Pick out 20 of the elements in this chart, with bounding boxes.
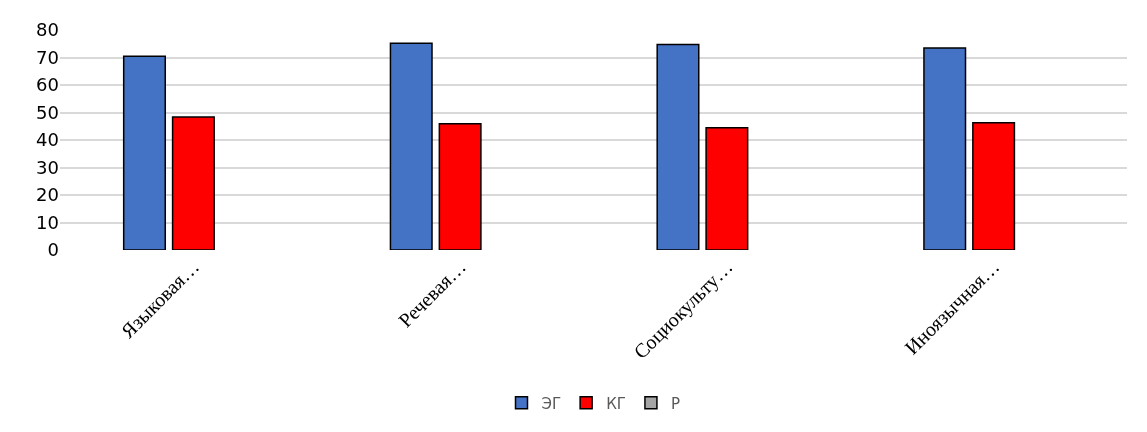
bar [389,42,433,250]
y-tick-label: 80 [36,19,59,41]
y-tick-label: 0 [47,239,59,261]
y-tick-label: 40 [36,129,59,151]
bar [438,123,482,250]
y-tick-label: 20 [36,184,59,206]
legend-label: КГ [606,394,626,413]
y-tick-label: 70 [36,46,59,68]
y-tick-label: 30 [36,156,59,178]
bar [171,116,215,250]
bar [122,55,167,250]
y-tick-label: 60 [36,74,59,96]
bar [923,47,967,250]
y-tick-label: 10 [36,211,59,233]
y-tick-label: 50 [36,101,59,123]
bar [656,43,700,250]
legend-label: Р [670,394,680,413]
bar [972,121,1016,250]
bar [705,126,749,250]
legend-label: ЭГ [541,394,562,413]
